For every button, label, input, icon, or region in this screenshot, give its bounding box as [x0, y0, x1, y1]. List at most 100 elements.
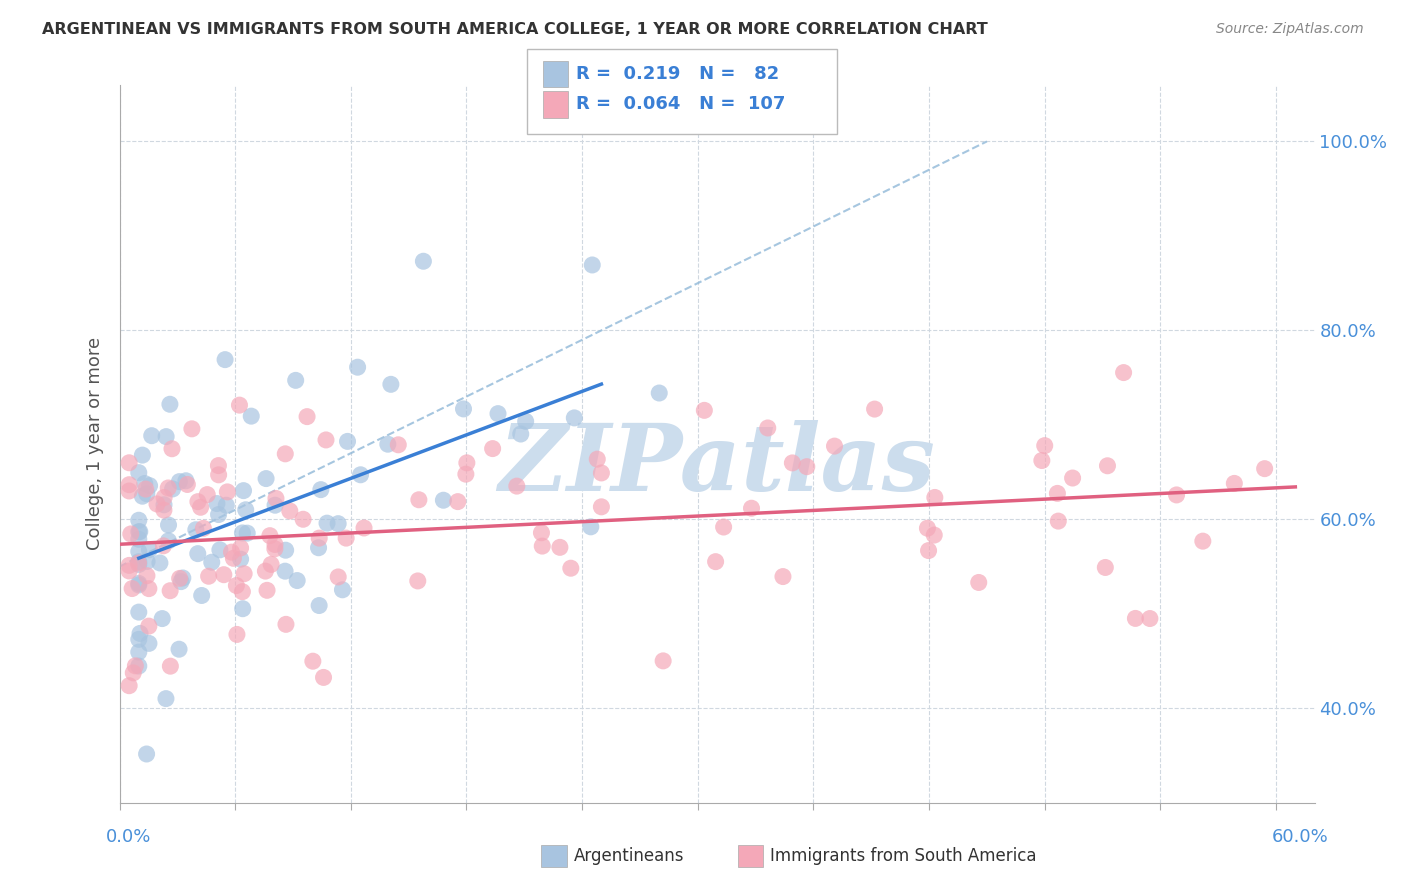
Point: [138, 582, 160, 596]
Point: [128, 645, 150, 659]
Point: [136, 554, 159, 568]
Text: R =  0.219   N =   82: R = 0.219 N = 82: [576, 65, 780, 83]
Point: [225, 578, 247, 592]
Point: [190, 589, 212, 603]
Point: [190, 500, 212, 515]
Point: [274, 447, 297, 461]
Point: [560, 561, 582, 575]
Point: [149, 556, 172, 570]
Point: [193, 521, 215, 535]
Point: [122, 665, 145, 680]
Point: [157, 533, 180, 548]
Point: [195, 487, 218, 501]
Point: [1094, 560, 1116, 574]
Point: [231, 525, 253, 540]
Point: [176, 477, 198, 491]
Point: [128, 513, 150, 527]
Point: [229, 541, 252, 555]
Text: ZIPatlas: ZIPatlas: [499, 420, 935, 510]
Point: [232, 483, 254, 498]
Point: [308, 541, 330, 555]
Point: [118, 456, 141, 470]
Point: [153, 498, 176, 512]
Point: [335, 531, 357, 545]
Point: [315, 433, 337, 447]
Point: [136, 568, 159, 582]
Point: [1046, 486, 1069, 500]
Point: [128, 556, 150, 570]
Point: [1033, 439, 1056, 453]
Point: [231, 584, 253, 599]
Point: [131, 489, 153, 503]
Point: [254, 564, 277, 578]
Point: [128, 533, 150, 547]
Point: [221, 545, 243, 559]
Point: [1047, 514, 1070, 528]
Point: [232, 601, 254, 615]
Point: [328, 570, 350, 584]
Point: [1192, 534, 1215, 549]
Point: [1139, 611, 1161, 625]
Point: [208, 542, 231, 557]
Point: [308, 599, 330, 613]
Point: [128, 524, 150, 539]
Point: [152, 539, 174, 553]
Point: [128, 576, 150, 591]
Point: [222, 551, 245, 566]
Point: [453, 401, 475, 416]
Point: [184, 523, 207, 537]
Point: [332, 582, 354, 597]
Point: [135, 482, 157, 496]
Point: [118, 483, 141, 498]
Point: [274, 543, 297, 558]
Point: [346, 360, 368, 375]
Point: [256, 583, 278, 598]
Point: [120, 527, 142, 541]
Text: Immigrants from South America: Immigrants from South America: [770, 847, 1038, 865]
Point: [562, 410, 585, 425]
Point: [312, 670, 335, 684]
Point: [652, 654, 675, 668]
Point: [264, 498, 287, 512]
Point: [128, 632, 150, 647]
Point: [187, 494, 209, 508]
Point: [118, 477, 141, 491]
Point: [328, 516, 350, 531]
Point: [118, 679, 141, 693]
Point: [278, 504, 301, 518]
Point: [155, 429, 177, 443]
Point: [138, 619, 160, 633]
Point: [353, 521, 375, 535]
Point: [274, 617, 297, 632]
Point: [170, 574, 193, 589]
Point: [214, 352, 236, 367]
Point: [591, 466, 613, 480]
Point: [432, 493, 454, 508]
Point: [264, 537, 287, 551]
Point: [481, 442, 503, 456]
Point: [138, 636, 160, 650]
Point: [295, 409, 318, 424]
Point: [157, 518, 180, 533]
Point: [141, 428, 163, 442]
Point: [713, 520, 735, 534]
Point: [197, 569, 219, 583]
Point: [187, 547, 209, 561]
Point: [226, 627, 249, 641]
Point: [309, 483, 332, 497]
Point: [284, 373, 307, 387]
Point: [155, 691, 177, 706]
Point: [447, 494, 470, 508]
Point: [1125, 611, 1147, 625]
Point: [506, 479, 529, 493]
Point: [1031, 453, 1053, 467]
Point: [135, 487, 157, 501]
Point: [648, 386, 671, 401]
Point: [233, 566, 256, 581]
Point: [135, 747, 157, 761]
Point: [264, 491, 287, 506]
Point: [782, 456, 804, 470]
Y-axis label: College, 1 year or more: College, 1 year or more: [86, 337, 104, 550]
Point: [924, 491, 946, 505]
Point: [285, 574, 308, 588]
